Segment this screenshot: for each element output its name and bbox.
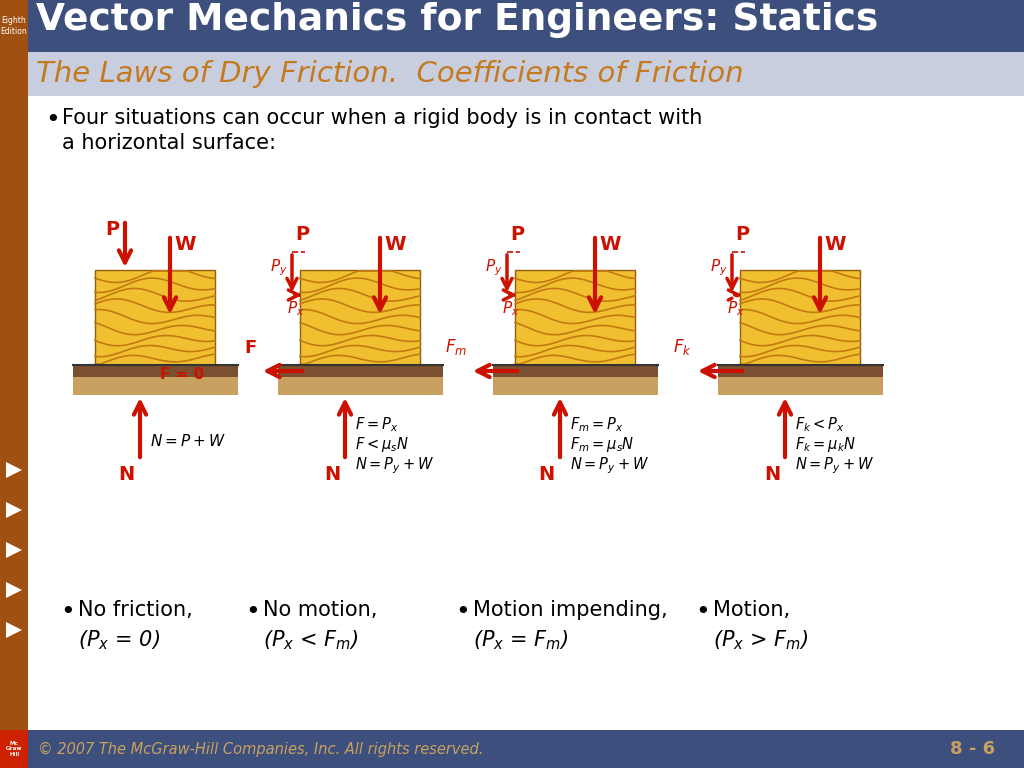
Text: •: • [245, 600, 260, 624]
Polygon shape [6, 542, 22, 558]
Bar [718, 365, 883, 377]
Text: •: • [695, 600, 710, 624]
Text: •: • [455, 600, 470, 624]
Bar [95, 270, 215, 365]
Text: $P_y$: $P_y$ [270, 257, 288, 277]
Text: $F < \mu_s N$: $F < \mu_s N$ [355, 435, 409, 454]
Text: $N = P_y + W$: $N = P_y + W$ [355, 455, 434, 475]
Text: a horizontal surface:: a horizontal surface: [62, 133, 276, 153]
Text: N: N [539, 465, 555, 484]
Text: $F_m = \mu_s N$: $F_m = \mu_s N$ [570, 435, 635, 454]
Text: $F = P_x$: $F = P_x$ [355, 415, 398, 434]
Bar [515, 270, 635, 365]
Text: F: F [245, 339, 257, 357]
Text: Motion,: Motion, [713, 600, 791, 620]
Text: P: P [510, 225, 524, 244]
Text: P: P [735, 225, 750, 244]
Text: $P_x$: $P_x$ [287, 299, 305, 318]
Text: W: W [824, 235, 846, 254]
Text: Vector Mechanics for Engineers: Statics: Vector Mechanics for Engineers: Statics [36, 2, 879, 38]
Bar [493, 365, 657, 377]
Bar [73, 377, 238, 395]
Bar [73, 365, 238, 377]
Text: F = 0: F = 0 [160, 367, 204, 382]
Text: P: P [104, 220, 119, 239]
Text: $F_m$: $F_m$ [444, 337, 467, 357]
Text: $N = P_y + W$: $N = P_y + W$ [795, 455, 874, 475]
Text: $P_x$: $P_x$ [502, 299, 520, 318]
Polygon shape [6, 622, 22, 638]
Text: $N = P + W$: $N = P + W$ [150, 433, 225, 449]
Text: $P_x$: $P_x$ [727, 299, 744, 318]
Text: $F_k$: $F_k$ [674, 337, 692, 357]
Bar [0, 96, 28, 730]
Bar [278, 377, 442, 395]
Text: ($P_x$ < $F_m$): ($P_x$ < $F_m$) [263, 628, 358, 651]
Text: The Laws of Dry Friction.  Coefficients of Friction: The Laws of Dry Friction. Coefficients o… [36, 60, 743, 88]
Text: Four situations can occur when a rigid body is in contact with: Four situations can occur when a rigid b… [62, 108, 702, 128]
Text: N: N [324, 465, 340, 484]
Bar [718, 377, 883, 395]
Text: $F_k < P_x$: $F_k < P_x$ [795, 415, 845, 434]
Text: P: P [295, 225, 309, 244]
Text: $P_y$: $P_y$ [711, 257, 728, 277]
Bar [0, 730, 28, 768]
Bar [0, 730, 28, 768]
Text: •: • [45, 108, 59, 132]
Text: No friction,: No friction, [78, 600, 193, 620]
Text: Mc
Graw
Hill: Mc Graw Hill [6, 740, 23, 757]
Text: ($P_x$ = $F_m$): ($P_x$ = $F_m$) [473, 628, 568, 651]
Text: W: W [174, 235, 196, 254]
Bar [0, 730, 1024, 768]
Polygon shape [6, 462, 22, 478]
Text: Mc
Graw
Hill: Mc Graw Hill [6, 740, 23, 757]
Text: Eighth
Edition: Eighth Edition [1, 16, 28, 36]
Text: $F_m = P_x$: $F_m = P_x$ [570, 415, 624, 434]
Text: •: • [60, 600, 75, 624]
Text: Motion impending,: Motion impending, [473, 600, 668, 620]
Polygon shape [6, 582, 22, 598]
Text: © 2007 The McGraw-Hill Companies, Inc. All rights reserved.: © 2007 The McGraw-Hill Companies, Inc. A… [38, 741, 483, 756]
Text: W: W [384, 235, 406, 254]
Text: $F_k = \mu_k N$: $F_k = \mu_k N$ [795, 435, 856, 454]
Text: No motion,: No motion, [263, 600, 378, 620]
Bar [0, 0, 1024, 52]
Text: 8 - 6: 8 - 6 [950, 740, 995, 758]
Bar [0, 0, 28, 52]
Text: ($P_x$ > $F_m$): ($P_x$ > $F_m$) [713, 628, 809, 651]
Bar [493, 377, 657, 395]
Bar [300, 270, 420, 365]
Bar [0, 52, 1024, 96]
Text: ($P_x$ = 0): ($P_x$ = 0) [78, 628, 160, 651]
Bar [0, 52, 28, 96]
Bar [740, 270, 860, 365]
Text: N: N [764, 465, 780, 484]
Text: W: W [599, 235, 621, 254]
Polygon shape [6, 502, 22, 518]
Text: N: N [119, 465, 135, 484]
Text: $P_y$: $P_y$ [485, 257, 503, 277]
Bar [278, 365, 442, 377]
Text: $N = P_y + W$: $N = P_y + W$ [570, 455, 649, 475]
